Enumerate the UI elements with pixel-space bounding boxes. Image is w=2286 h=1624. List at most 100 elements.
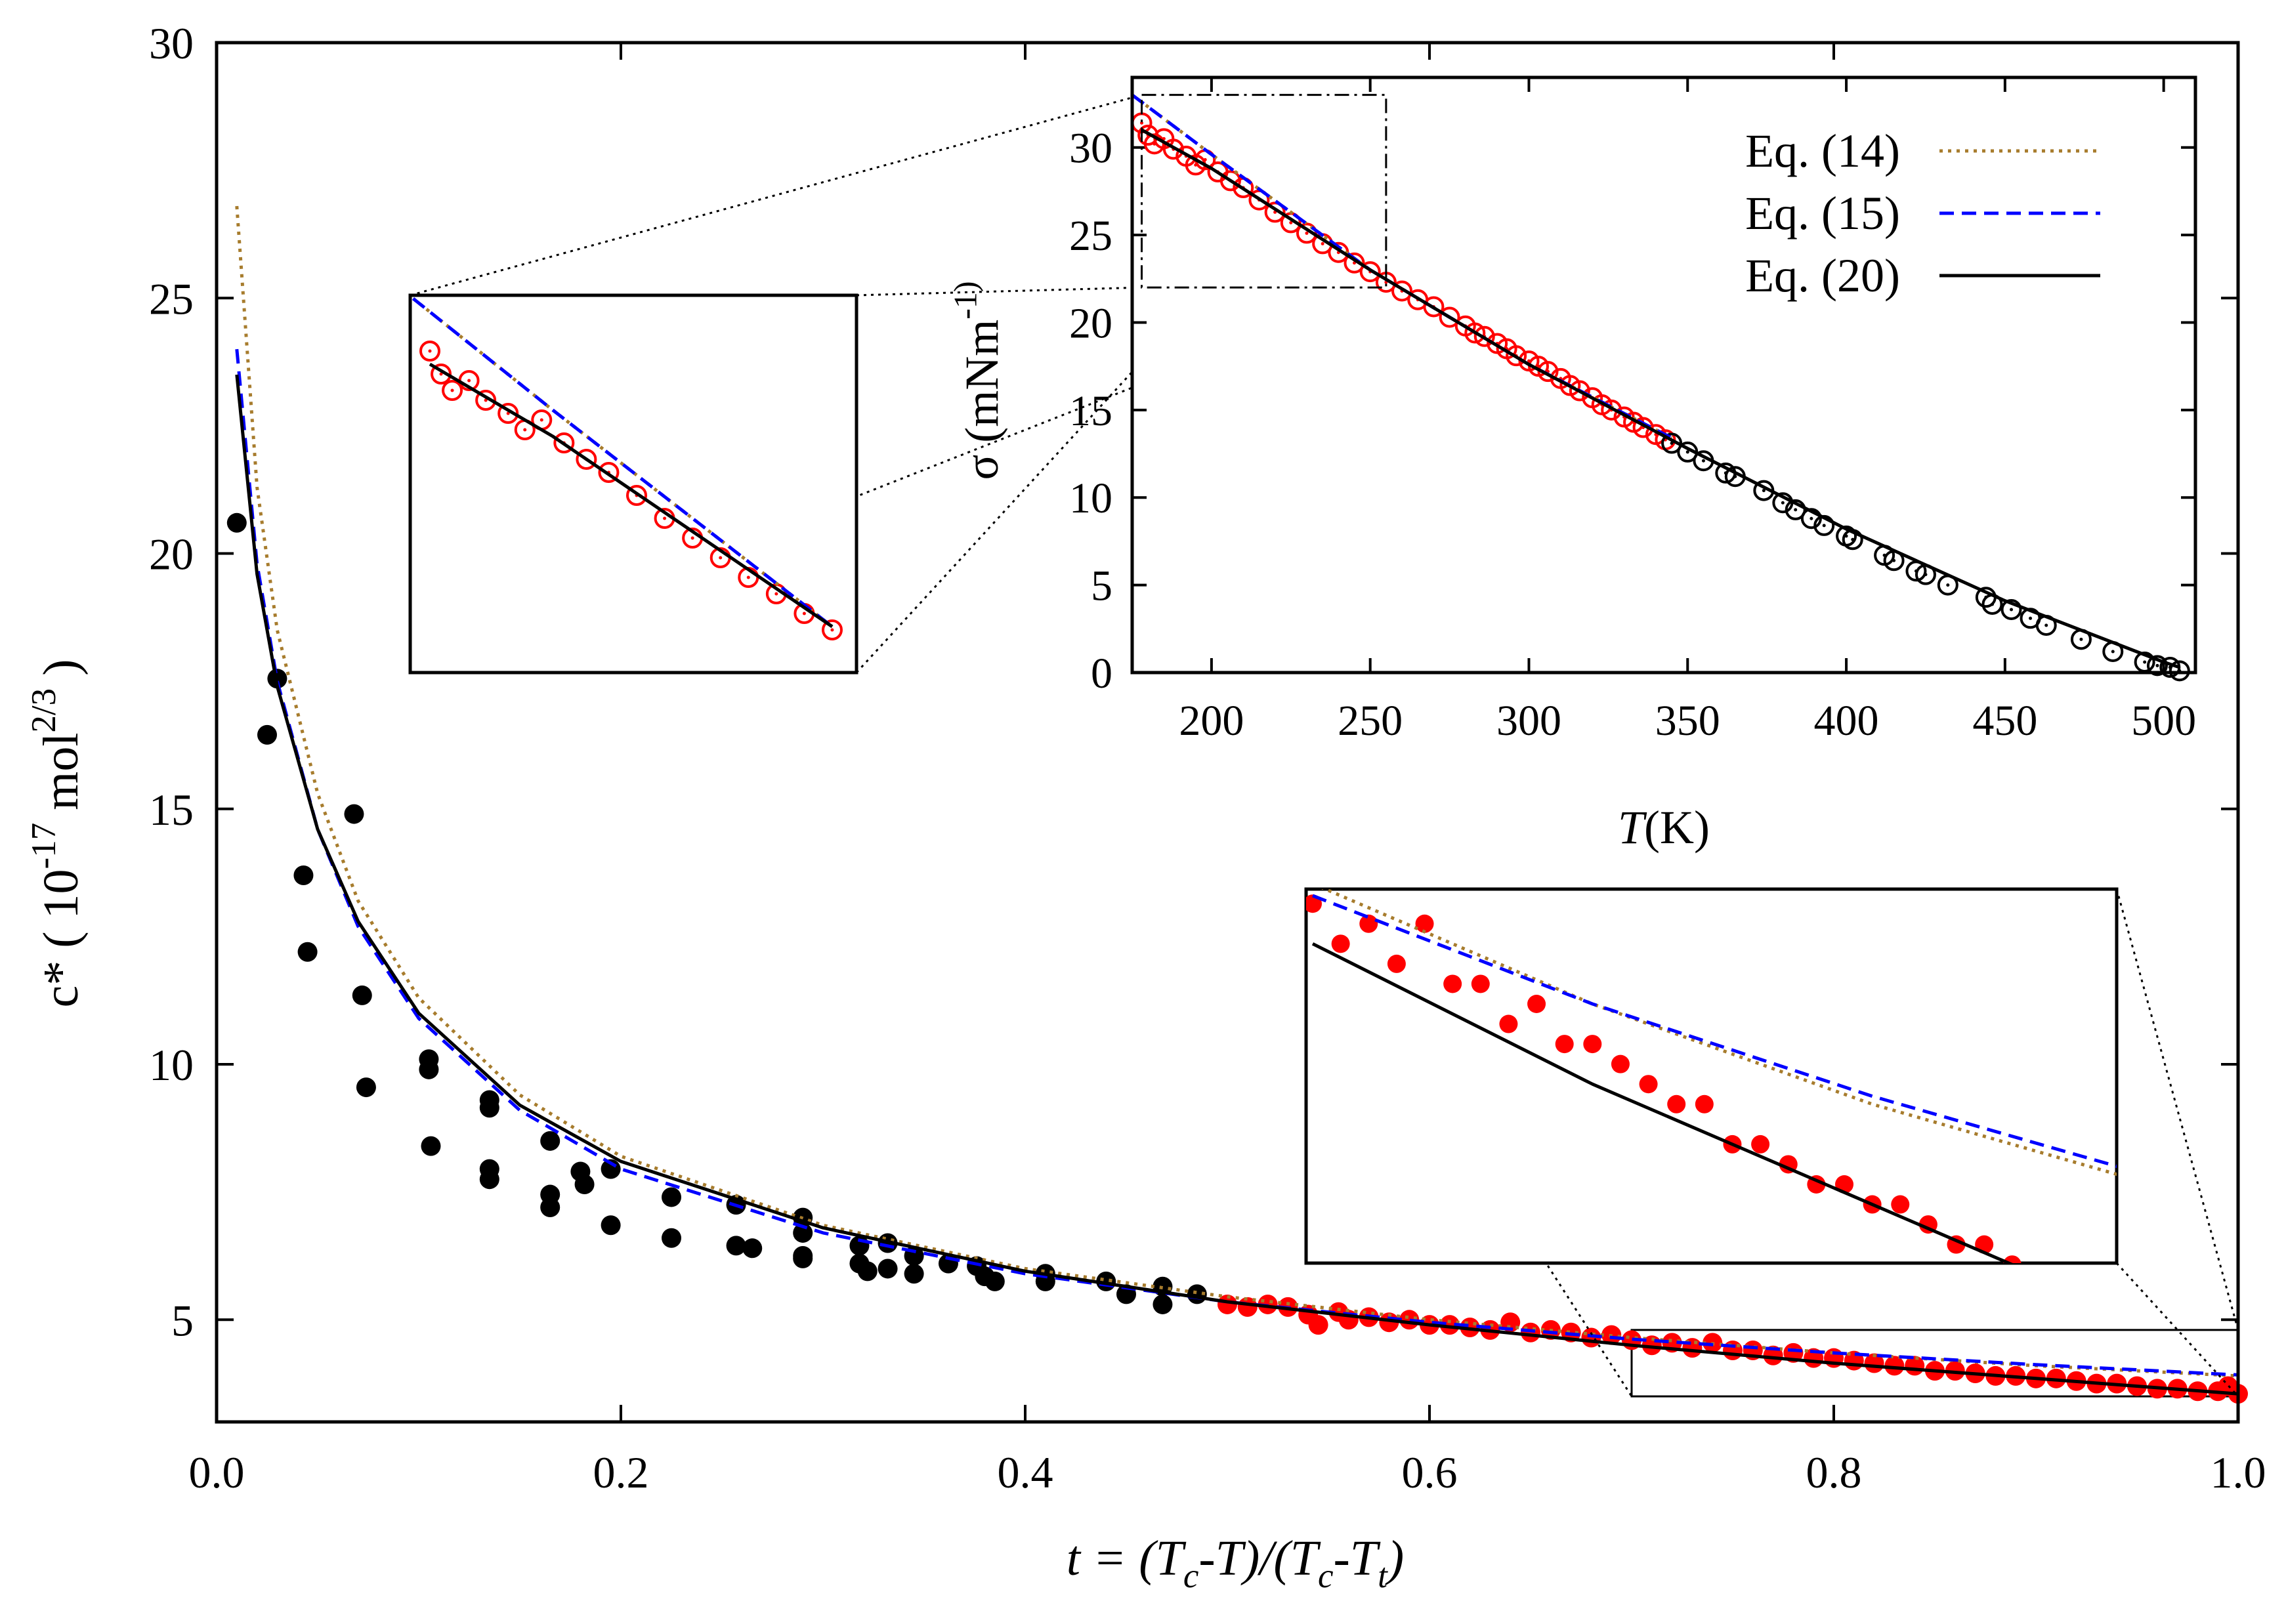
label-part: mol	[33, 733, 89, 823]
label-part: c	[1183, 1557, 1199, 1595]
y-tick-label: 5	[171, 1295, 194, 1345]
data-point-center	[506, 411, 510, 415]
data-point-center	[746, 575, 750, 579]
data-point	[878, 1259, 898, 1279]
data-point-center	[1762, 489, 1766, 493]
data-point	[821, 619, 843, 640]
data-point	[1153, 1294, 1173, 1314]
data-point-center	[1305, 231, 1309, 235]
data-point	[1264, 201, 1286, 223]
data-point	[1506, 345, 1527, 367]
data-point	[1611, 1054, 1630, 1073]
data-point-center	[690, 536, 694, 540]
data-point	[1499, 1014, 1518, 1033]
data-point-center	[1822, 524, 1826, 528]
data-point	[2146, 655, 2168, 677]
data-point	[574, 1174, 595, 1194]
data-point	[1527, 995, 1546, 1013]
data-point	[419, 1059, 439, 1079]
y-tick-label: 15	[1069, 387, 1112, 435]
data-point-center	[1946, 583, 1950, 587]
connector	[2115, 1262, 2239, 1398]
data-point	[1473, 325, 1495, 347]
x-tick-label: 300	[1496, 697, 1561, 745]
series-line	[412, 297, 834, 628]
data-point-center	[1162, 136, 1166, 140]
data-point	[497, 403, 519, 424]
data-point-center	[1701, 459, 1705, 463]
data-point	[1359, 261, 1381, 283]
data-point	[2169, 660, 2190, 682]
series-line	[1312, 894, 2117, 1168]
data-point-center	[1203, 157, 1207, 161]
label-part: -T	[1334, 1531, 1381, 1586]
y-tick-label: 30	[1069, 125, 1112, 173]
main-y-tick-labels: 5 10 15 20 25 30	[149, 18, 194, 1345]
data-point	[1443, 974, 1462, 993]
data-point	[1751, 1135, 1770, 1154]
data-point-center	[2079, 637, 2083, 641]
label-part: T	[1618, 801, 1647, 854]
data-point-center	[1851, 537, 1855, 541]
series-line	[1321, 889, 2117, 1176]
data-point	[344, 804, 364, 824]
data-point-center	[719, 556, 723, 560]
label-part: t	[1378, 1557, 1388, 1595]
y-tick-label: 15	[149, 785, 194, 835]
zoom-inset-low-temperature	[408, 94, 1387, 675]
main-plot-frame	[215, 41, 2240, 1424]
main-series-layer	[226, 205, 2248, 1404]
series-line	[1141, 128, 2180, 669]
x-tick-label: 0.4	[998, 1447, 1053, 1497]
data-point	[576, 449, 597, 470]
label-part: t = (T	[1067, 1531, 1187, 1586]
data-point	[479, 1098, 499, 1118]
legend-label: Eq. (15)	[1745, 187, 1900, 239]
data-point-center	[1781, 501, 1785, 505]
inset-zoom-region-box	[1141, 94, 1387, 289]
connector	[855, 94, 1387, 674]
x-tick-label: 400	[1814, 697, 1879, 745]
data-point-center	[830, 628, 834, 632]
main-y-axis-label: c* ( 10-17 mol2/3 )	[25, 659, 89, 1008]
x-tick-label: 0.6	[1402, 1447, 1458, 1497]
data-point	[1344, 252, 1365, 274]
data-point-center	[2010, 608, 2014, 612]
data-point	[1583, 1035, 1602, 1054]
x-tick-label: 450	[1972, 697, 2037, 745]
data-point	[1555, 1035, 1574, 1054]
data-point-center	[802, 612, 806, 615]
data-point	[601, 1215, 621, 1236]
data-point	[1308, 1315, 1328, 1335]
data-point-center	[2044, 623, 2048, 627]
data-point	[1439, 1315, 1460, 1335]
data-point-center	[1892, 558, 1896, 562]
data-point	[293, 865, 314, 885]
data-point-center	[663, 516, 667, 520]
legend-label: Eq. (14)	[1745, 125, 1900, 177]
data-point-center	[1794, 508, 1798, 512]
data-point-center	[774, 592, 778, 596]
data-point-center	[450, 388, 454, 392]
inset-background	[1132, 77, 2195, 673]
data-point-center	[1670, 442, 1674, 446]
data-point	[662, 1228, 681, 1248]
zoom-inset-frame	[1304, 887, 2119, 1265]
data-point	[1331, 934, 1350, 953]
data-point	[1785, 499, 1806, 520]
data-point-center	[428, 349, 432, 353]
data-point	[226, 512, 247, 533]
y-tick-label: 25	[1069, 212, 1112, 260]
data-point	[1682, 1338, 1703, 1358]
data-point	[793, 1222, 813, 1243]
data-point	[1162, 138, 1184, 160]
data-point	[1800, 508, 1822, 530]
inset-x-axis-label: T(K)	[1618, 801, 1710, 854]
x-tick-label: 0.0	[189, 1447, 245, 1497]
inset-y-axis-label: σ (mNm-1)	[947, 281, 1008, 480]
data-point	[1391, 280, 1413, 302]
data-point	[540, 1197, 561, 1218]
